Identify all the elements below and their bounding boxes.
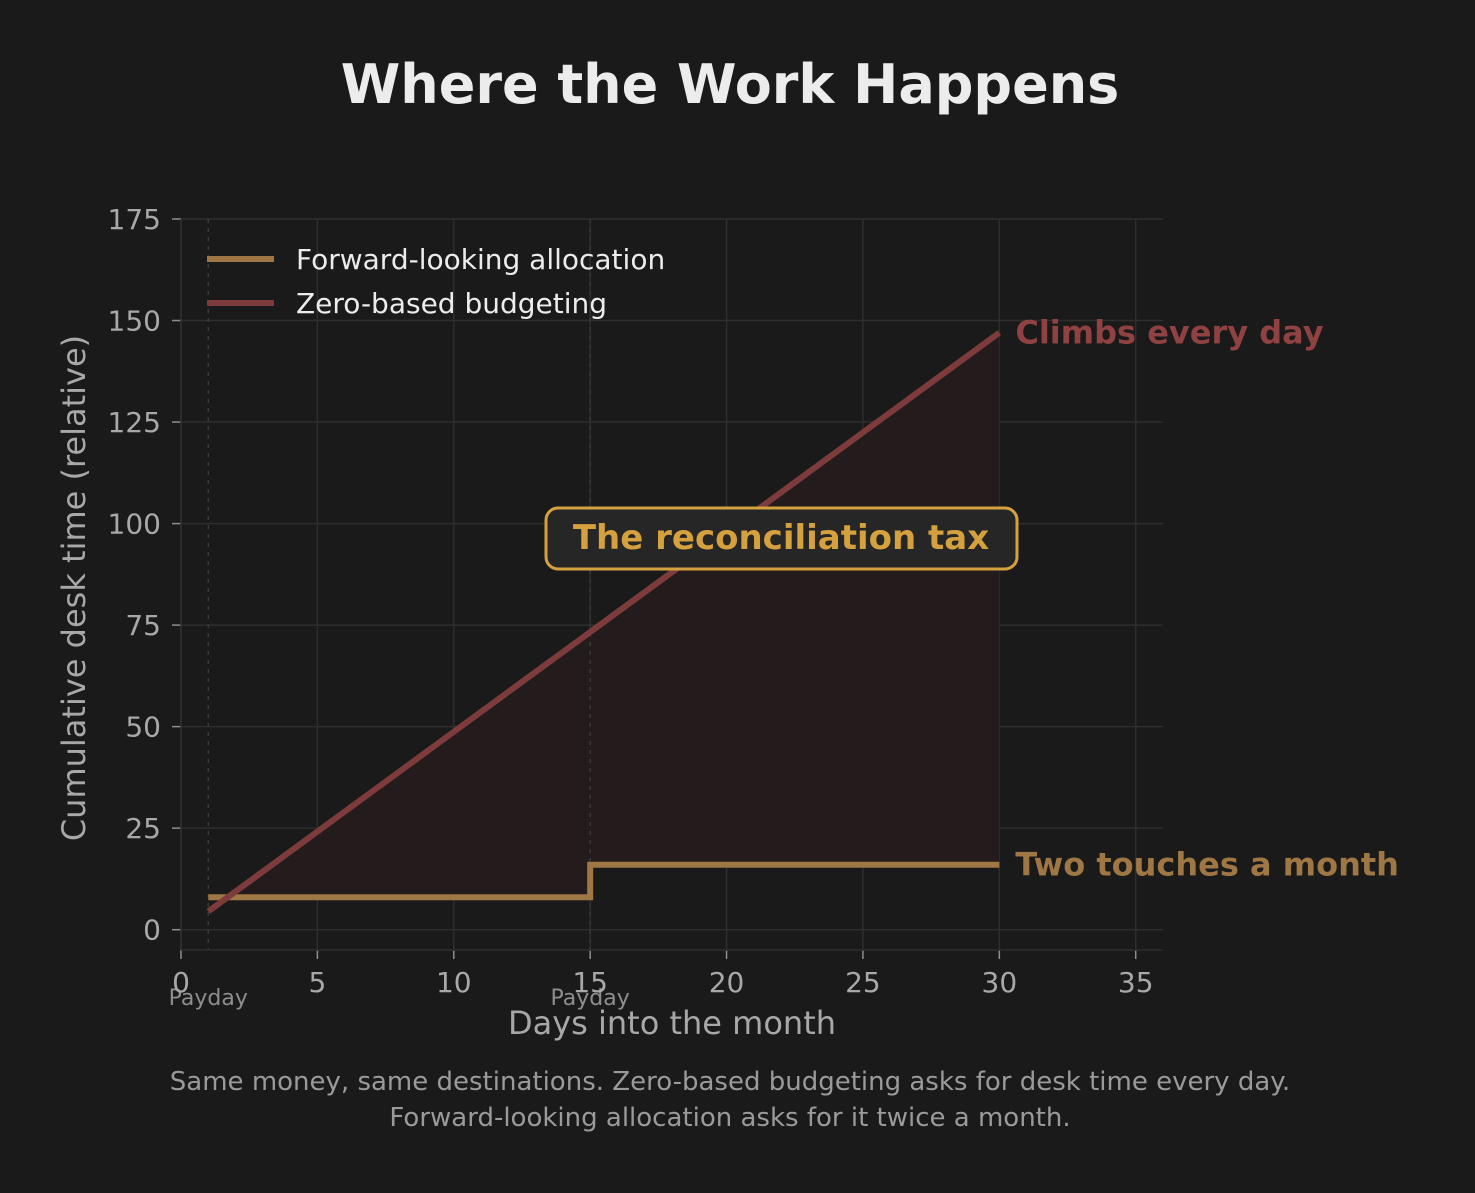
x-tick-label: 10	[436, 966, 472, 999]
y-tick-label: 100	[108, 508, 161, 541]
callout-box: The reconciliation tax	[544, 506, 1019, 571]
payday-label: Payday	[169, 986, 248, 1011]
y-tick-label: 150	[108, 305, 161, 338]
chart-title: Where the Work Happens	[341, 53, 1120, 116]
end-labels: Two touches a month Climbs every day	[1015, 314, 1399, 884]
x-tick-label: 5	[308, 966, 326, 999]
y-tick-label: 125	[108, 406, 161, 439]
y-tick-label: 50	[125, 711, 161, 744]
payday-label: Payday	[551, 986, 630, 1011]
caption-line-2: Forward-looking allocation asks for it t…	[389, 1103, 1070, 1133]
x-tick-label: 0	[172, 966, 190, 999]
legend: Forward-looking allocation Zero-based bu…	[207, 243, 665, 320]
x-tick-label: 20	[709, 966, 745, 999]
legend-label-zero-based: Zero-based budgeting	[296, 287, 607, 320]
series	[206, 330, 1002, 914]
y-tick-label: 0	[143, 914, 161, 947]
reconciliation-gap-area	[208, 332, 1000, 898]
y-tick-label: 25	[125, 812, 161, 845]
axes: 0 25 50 75 100 125 150 175 0 5 10 15 20 25 30 35	[108, 203, 1163, 999]
x-tick-label: 30	[982, 966, 1018, 999]
x-tick-label: 25	[845, 966, 881, 999]
x-axis-label: Days into the month	[508, 1004, 836, 1042]
gap-fill	[208, 332, 1000, 898]
series-line-forward	[208, 861, 1000, 901]
end-label-forward: Two touches a month	[1015, 846, 1399, 884]
end-label-zero-based: Climbs every day	[1015, 314, 1323, 352]
caption-line-1: Same money, same destinations. Zero-base…	[170, 1067, 1290, 1097]
callout-border	[544, 506, 1019, 571]
legend-label-forward: Forward-looking allocation	[296, 243, 665, 276]
callout-text: The reconciliation tax	[573, 518, 989, 558]
payday-markers: Payday Payday	[169, 219, 630, 1011]
x-tick-label: 15	[572, 966, 608, 999]
x-tick-label: 35	[1118, 966, 1154, 999]
y-tick-label: 75	[125, 609, 161, 642]
y-axis-label: Cumulative desk time (relative)	[55, 335, 93, 841]
series-line-zero-based	[206, 330, 1002, 914]
y-tick-label: 175	[108, 203, 161, 236]
